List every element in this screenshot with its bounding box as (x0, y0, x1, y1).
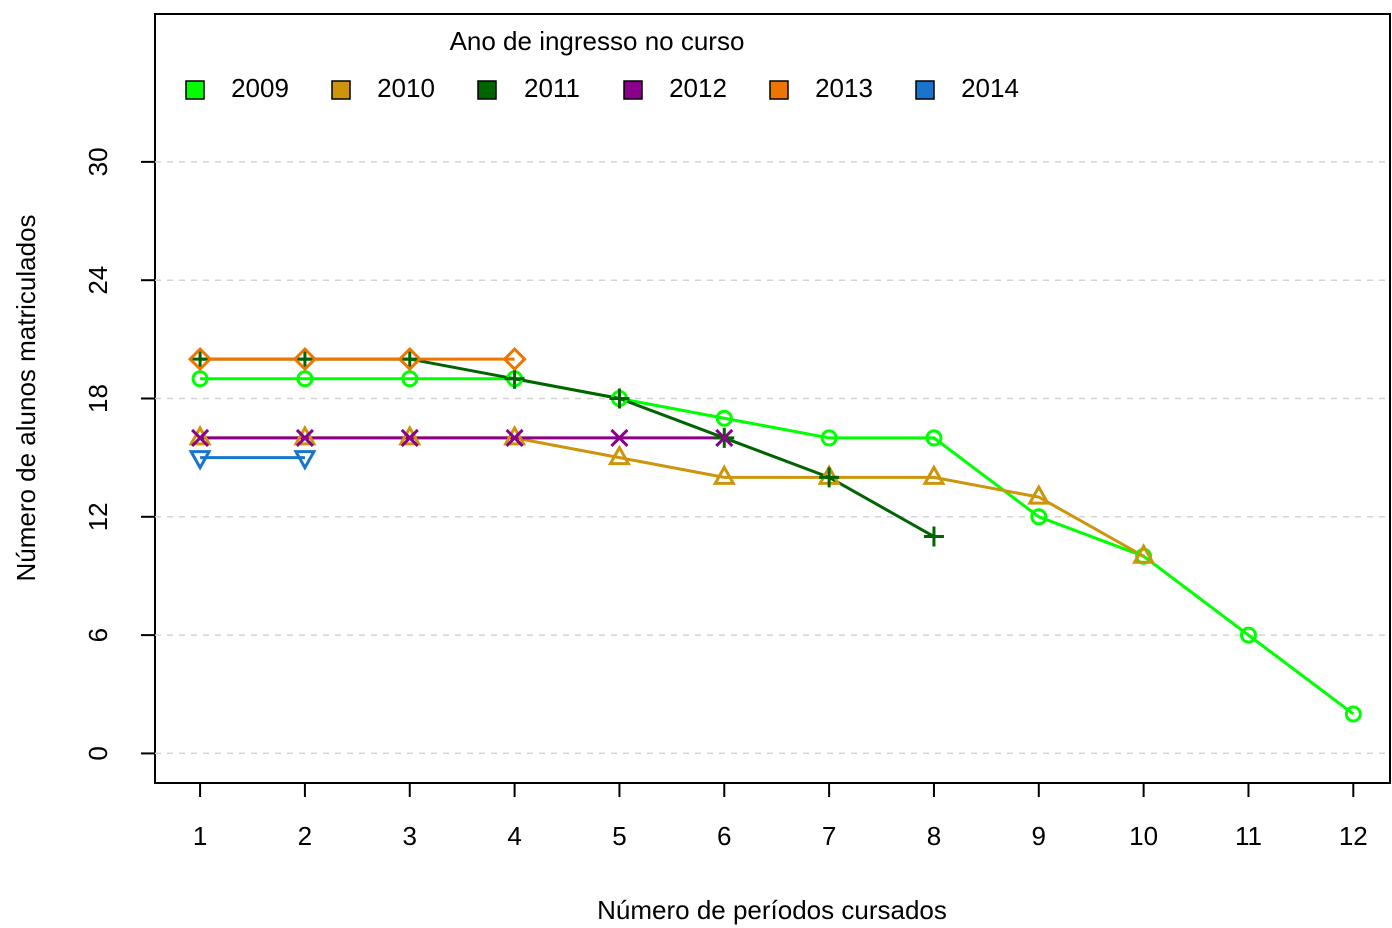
marker (715, 409, 733, 427)
y-tick-label: 12 (83, 502, 113, 531)
x-tick-label: 7 (822, 821, 836, 851)
marker (1239, 626, 1257, 644)
marker (1030, 508, 1048, 526)
legend-title: Ano de ingresso no curso (450, 26, 745, 56)
y-tick-label: 6 (83, 628, 113, 642)
marker (715, 428, 734, 447)
marker (293, 450, 317, 471)
legend-label: 2014 (961, 73, 1019, 103)
marker (293, 424, 317, 446)
x-tick-label: 1 (193, 821, 207, 851)
y-axis-label: Número de alunos matriculados (11, 214, 41, 581)
marker (188, 450, 212, 471)
x-tick-label: 5 (612, 821, 626, 851)
marker (1027, 484, 1051, 505)
marker (504, 368, 525, 389)
marker (819, 467, 840, 488)
marker (607, 444, 631, 466)
legend-label: 2012 (669, 73, 727, 103)
x-tick-label: 9 (1032, 821, 1046, 851)
marker (398, 424, 422, 446)
legend-label: 2010 (377, 73, 435, 103)
legend-swatch (477, 80, 497, 100)
marker (191, 428, 210, 447)
marker (1132, 543, 1156, 564)
y-tick-label: 30 (83, 147, 113, 176)
marker (1344, 705, 1362, 723)
x-tick-label: 10 (1129, 821, 1158, 851)
marker (295, 428, 314, 447)
marker (712, 464, 736, 485)
marker (503, 424, 527, 446)
marker (400, 428, 419, 447)
legend-swatch (769, 80, 789, 100)
marker (191, 370, 209, 388)
x-tick-label: 2 (298, 821, 312, 851)
marker (187, 346, 213, 372)
marker (923, 526, 944, 547)
marker (609, 388, 630, 409)
marker (399, 349, 420, 370)
marker (922, 464, 946, 485)
legend-swatch (185, 80, 205, 100)
legend-swatch (623, 80, 643, 100)
marker (397, 346, 422, 372)
y-tick-label: 18 (83, 384, 113, 413)
marker (925, 429, 943, 447)
x-axis-label: Número de períodos cursados (597, 895, 947, 925)
series-line (200, 377, 1355, 716)
x-tick-label: 12 (1339, 821, 1368, 851)
legend-swatch (331, 80, 351, 100)
marker (610, 428, 629, 447)
legend-label: 2013 (815, 73, 873, 103)
legend-label: 2009 (231, 73, 289, 103)
legend-label: 2011 (524, 73, 580, 103)
x-tick-label: 4 (507, 821, 521, 851)
marker (190, 349, 211, 370)
marker (505, 428, 524, 447)
y-tick-label: 24 (83, 266, 113, 295)
marker (401, 370, 419, 388)
x-tick-label: 3 (403, 821, 417, 851)
x-tick-label: 6 (717, 821, 731, 851)
marker (294, 349, 315, 370)
legend-swatch (915, 80, 935, 100)
marker (188, 424, 212, 446)
marker (820, 429, 838, 447)
x-tick-label: 8 (927, 821, 941, 851)
x-tick-label: 11 (1235, 821, 1262, 851)
series-line (200, 436, 1145, 558)
y-tick-label: 0 (83, 746, 113, 760)
marker (502, 346, 527, 372)
marker (292, 346, 318, 372)
marker (296, 370, 314, 388)
